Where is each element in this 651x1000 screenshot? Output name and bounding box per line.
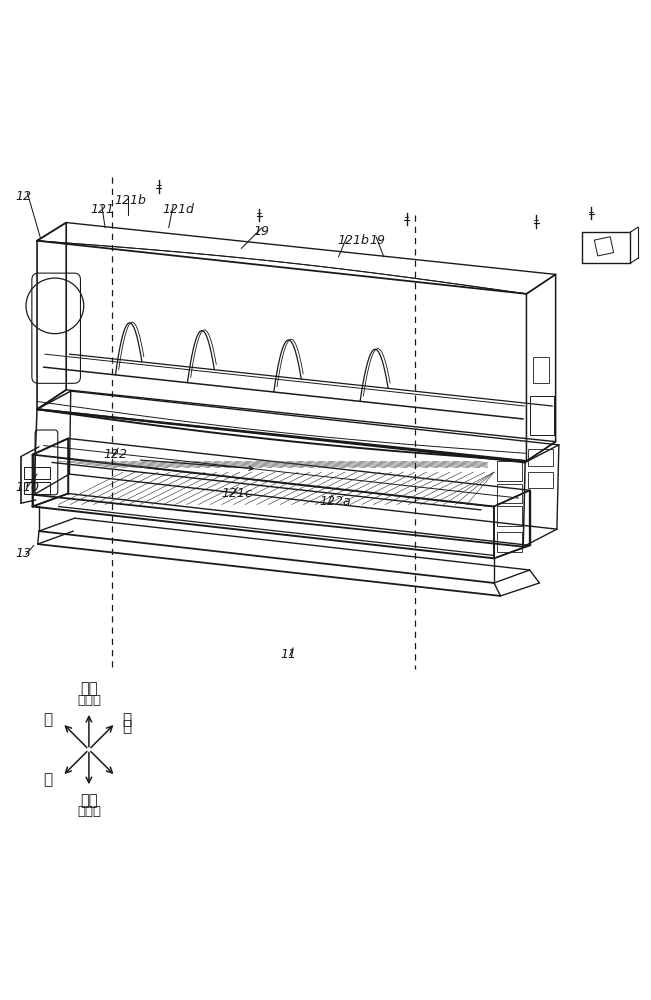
Text: 121: 121 <box>91 203 115 216</box>
Text: 正面: 正面 <box>80 681 98 696</box>
Text: 121c: 121c <box>222 487 253 500</box>
Bar <box>497 506 522 526</box>
Text: 121b: 121b <box>115 194 146 207</box>
Text: 122: 122 <box>104 448 128 461</box>
Bar <box>497 532 522 552</box>
Bar <box>533 357 549 383</box>
Text: 左: 左 <box>44 712 53 727</box>
Text: 12: 12 <box>16 190 32 203</box>
Text: 122a: 122a <box>319 495 351 508</box>
Text: 下: 下 <box>44 772 53 787</box>
Text: 13: 13 <box>16 547 32 560</box>
Text: 19: 19 <box>370 234 385 247</box>
Bar <box>24 482 50 494</box>
Text: 121d: 121d <box>162 203 194 216</box>
Bar <box>529 472 553 488</box>
Text: 121b: 121b <box>337 234 369 247</box>
Bar <box>497 461 522 481</box>
Text: 11: 11 <box>280 648 296 661</box>
Text: 110: 110 <box>16 481 40 494</box>
Text: 背面: 背面 <box>80 794 98 809</box>
Text: 右: 右 <box>122 719 131 734</box>
Bar <box>530 396 554 435</box>
Text: 上: 上 <box>122 712 131 727</box>
Bar <box>594 237 614 256</box>
Text: 19: 19 <box>253 225 269 238</box>
Bar <box>24 467 50 479</box>
Text: （前）: （前） <box>77 694 101 707</box>
Text: （后）: （后） <box>77 805 101 818</box>
Bar <box>497 484 522 503</box>
Bar <box>529 449 553 466</box>
